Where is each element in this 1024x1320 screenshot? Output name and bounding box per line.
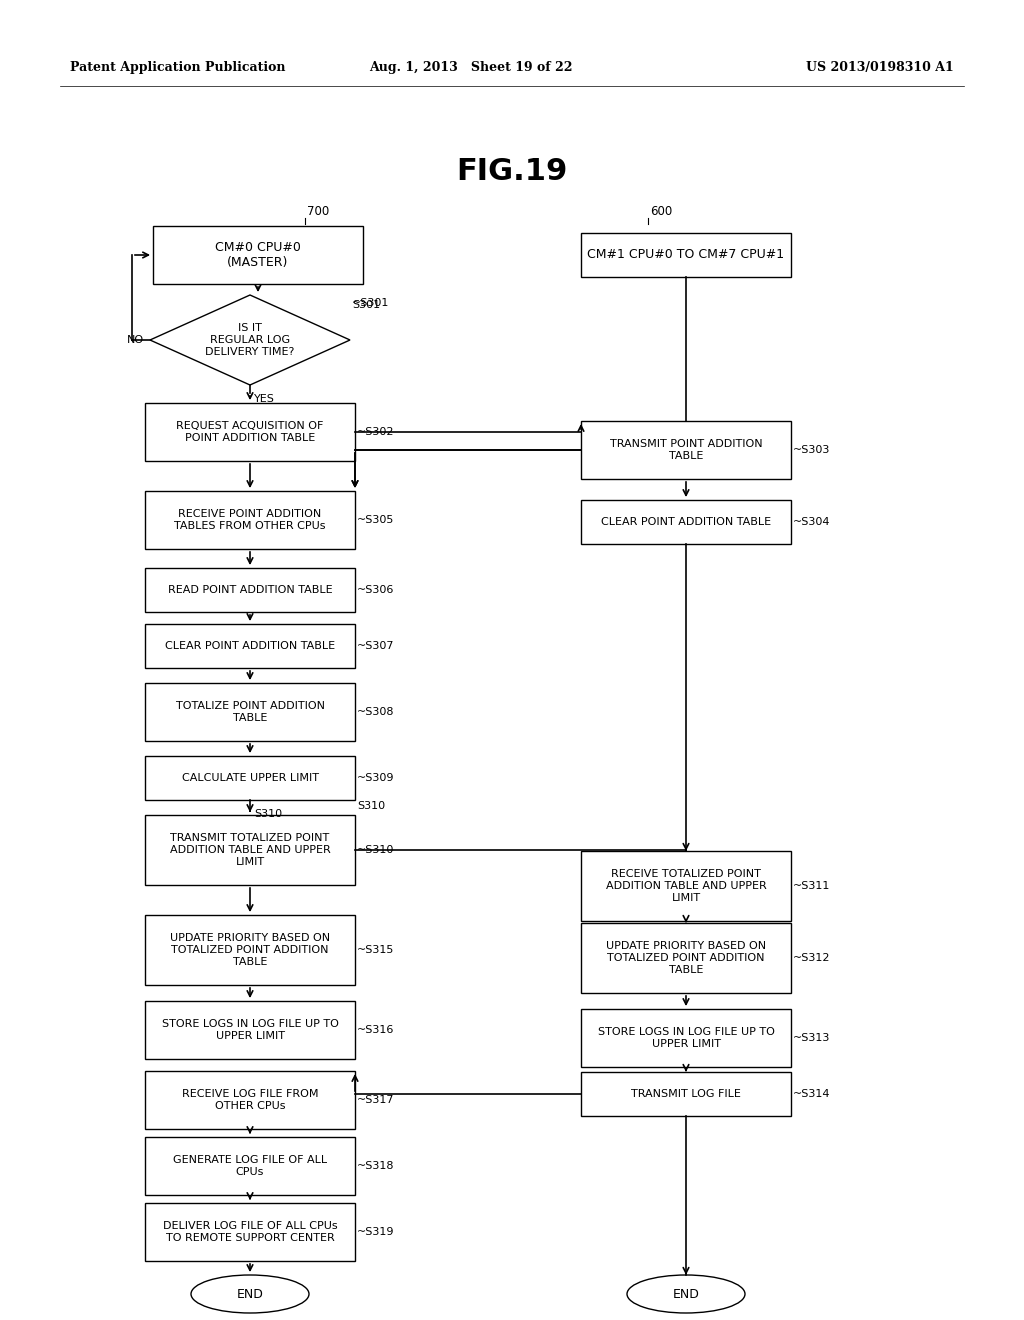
FancyBboxPatch shape [153, 226, 362, 284]
Text: RECEIVE TOTALIZED POINT
ADDITION TABLE AND UPPER
LIMIT: RECEIVE TOTALIZED POINT ADDITION TABLE A… [605, 870, 766, 903]
Text: ~S304: ~S304 [793, 517, 830, 527]
FancyBboxPatch shape [145, 915, 355, 985]
Text: END: END [673, 1287, 699, 1300]
Text: ~S316: ~S316 [357, 1026, 394, 1035]
Text: S310: S310 [254, 809, 283, 818]
Text: END: END [237, 1287, 263, 1300]
Text: REQUEST ACQUISITION OF
POINT ADDITION TABLE: REQUEST ACQUISITION OF POINT ADDITION TA… [176, 421, 324, 442]
FancyBboxPatch shape [581, 500, 791, 544]
Text: S301: S301 [352, 300, 380, 310]
Text: ~S303: ~S303 [793, 445, 830, 455]
Text: ~S310: ~S310 [357, 845, 394, 855]
Text: READ POINT ADDITION TABLE: READ POINT ADDITION TABLE [168, 585, 333, 595]
Text: 600: 600 [650, 205, 672, 218]
Text: ~S312: ~S312 [793, 953, 830, 964]
Ellipse shape [627, 1275, 745, 1313]
FancyBboxPatch shape [145, 1137, 355, 1195]
FancyBboxPatch shape [145, 1203, 355, 1261]
FancyBboxPatch shape [145, 403, 355, 461]
FancyBboxPatch shape [145, 1001, 355, 1059]
FancyBboxPatch shape [581, 851, 791, 921]
Text: CM#1 CPU#0 TO CM#7 CPU#1: CM#1 CPU#0 TO CM#7 CPU#1 [588, 248, 784, 261]
FancyBboxPatch shape [581, 234, 791, 277]
Text: RECEIVE LOG FILE FROM
OTHER CPUs: RECEIVE LOG FILE FROM OTHER CPUs [181, 1089, 318, 1111]
FancyBboxPatch shape [581, 421, 791, 479]
Text: GENERATE LOG FILE OF ALL
CPUs: GENERATE LOG FILE OF ALL CPUs [173, 1155, 327, 1177]
Text: CLEAR POINT ADDITION TABLE: CLEAR POINT ADDITION TABLE [165, 642, 335, 651]
Polygon shape [150, 294, 350, 385]
Ellipse shape [191, 1275, 309, 1313]
Text: TRANSMIT LOG FILE: TRANSMIT LOG FILE [631, 1089, 741, 1100]
Text: ~S307: ~S307 [357, 642, 394, 651]
Text: 700: 700 [307, 205, 330, 218]
Text: ~S301: ~S301 [352, 298, 389, 308]
Text: NO: NO [127, 335, 144, 345]
Text: S310: S310 [357, 801, 385, 810]
FancyBboxPatch shape [145, 491, 355, 549]
Text: ~S309: ~S309 [357, 774, 394, 783]
Text: ~S306: ~S306 [357, 585, 394, 595]
Text: ~S317: ~S317 [357, 1096, 394, 1105]
Text: CM#0 CPU#0
(MASTER): CM#0 CPU#0 (MASTER) [215, 242, 301, 269]
FancyBboxPatch shape [145, 1071, 355, 1129]
Text: TRANSMIT TOTALIZED POINT
ADDITION TABLE AND UPPER
LIMIT: TRANSMIT TOTALIZED POINT ADDITION TABLE … [170, 833, 331, 867]
Text: Patent Application Publication: Patent Application Publication [70, 62, 286, 74]
FancyBboxPatch shape [145, 624, 355, 668]
FancyBboxPatch shape [145, 814, 355, 884]
Text: STORE LOGS IN LOG FILE UP TO
UPPER LIMIT: STORE LOGS IN LOG FILE UP TO UPPER LIMIT [598, 1027, 774, 1049]
FancyBboxPatch shape [581, 923, 791, 993]
FancyBboxPatch shape [145, 756, 355, 800]
Text: ~S314: ~S314 [793, 1089, 830, 1100]
FancyBboxPatch shape [145, 568, 355, 612]
Text: TRANSMIT POINT ADDITION
TABLE: TRANSMIT POINT ADDITION TABLE [609, 440, 762, 461]
Text: ~S311: ~S311 [793, 880, 830, 891]
Text: ~S318: ~S318 [357, 1162, 394, 1171]
Text: Aug. 1, 2013   Sheet 19 of 22: Aug. 1, 2013 Sheet 19 of 22 [370, 62, 572, 74]
Text: TOTALIZE POINT ADDITION
TABLE: TOTALIZE POINT ADDITION TABLE [175, 701, 325, 723]
FancyBboxPatch shape [581, 1072, 791, 1115]
Text: ~S315: ~S315 [357, 945, 394, 954]
FancyBboxPatch shape [581, 1008, 791, 1067]
Text: ~S305: ~S305 [357, 515, 394, 525]
Text: US 2013/0198310 A1: US 2013/0198310 A1 [806, 62, 954, 74]
Text: ~S308: ~S308 [357, 708, 394, 717]
Text: UPDATE PRIORITY BASED ON
TOTALIZED POINT ADDITION
TABLE: UPDATE PRIORITY BASED ON TOTALIZED POINT… [606, 941, 766, 974]
Text: YES: YES [254, 393, 274, 404]
Text: ~S319: ~S319 [357, 1228, 394, 1237]
Text: DELIVER LOG FILE OF ALL CPUs
TO REMOTE SUPPORT CENTER: DELIVER LOG FILE OF ALL CPUs TO REMOTE S… [163, 1221, 337, 1243]
Text: STORE LOGS IN LOG FILE UP TO
UPPER LIMIT: STORE LOGS IN LOG FILE UP TO UPPER LIMIT [162, 1019, 339, 1040]
FancyBboxPatch shape [145, 682, 355, 741]
Text: IS IT
REGULAR LOG
DELIVERY TIME?: IS IT REGULAR LOG DELIVERY TIME? [206, 323, 295, 356]
Text: ~S313: ~S313 [793, 1034, 830, 1043]
Text: RECEIVE POINT ADDITION
TABLES FROM OTHER CPUs: RECEIVE POINT ADDITION TABLES FROM OTHER… [174, 510, 326, 531]
Text: UPDATE PRIORITY BASED ON
TOTALIZED POINT ADDITION
TABLE: UPDATE PRIORITY BASED ON TOTALIZED POINT… [170, 933, 330, 966]
Text: CALCULATE UPPER LIMIT: CALCULATE UPPER LIMIT [181, 774, 318, 783]
Text: FIG.19: FIG.19 [457, 157, 567, 186]
Text: CLEAR POINT ADDITION TABLE: CLEAR POINT ADDITION TABLE [601, 517, 771, 527]
Text: ~S302: ~S302 [357, 426, 394, 437]
